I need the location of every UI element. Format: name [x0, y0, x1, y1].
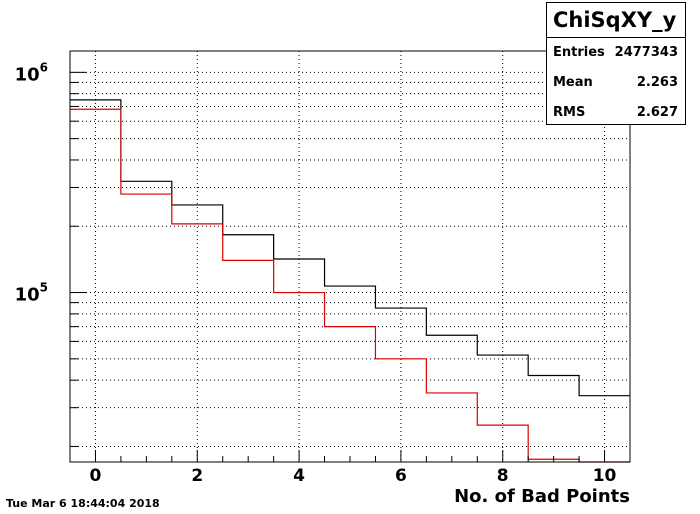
x-tick-label: 0 [90, 466, 102, 486]
y-tick-label: 105 [15, 281, 48, 306]
grid-lines [70, 51, 630, 462]
y-tick-label: 106 [15, 60, 48, 85]
stats-value: 2477343 [614, 45, 678, 60]
stats-label: Entries [553, 45, 605, 60]
stats-row-entries: Entries 2477343 [547, 38, 685, 68]
x-axis-label: No. of Bad Points [454, 486, 630, 507]
x-tick-label: 10 [593, 466, 617, 486]
stats-row-mean: Mean 2.263 [547, 68, 685, 98]
stats-label: RMS [553, 105, 586, 120]
stats-row-rms: RMS 2.627 [547, 98, 685, 128]
stats-label: Mean [553, 75, 593, 90]
histogram-red [70, 108, 630, 463]
x-tick-label: 4 [293, 466, 305, 486]
stats-value: 2.263 [636, 75, 678, 90]
x-tick-label: 8 [497, 466, 509, 486]
stats-value: 2.627 [636, 105, 678, 120]
stats-box: ChiSqXY_y Entries 2477343 Mean 2.263 RMS… [546, 2, 686, 125]
axes-ticks: 0 2 4 6 8 10 105 106 [15, 60, 631, 486]
histogram-black [70, 99, 630, 397]
stats-title: ChiSqXY_y [547, 3, 685, 38]
histogram-series [70, 99, 630, 463]
x-tick-label: 2 [191, 466, 203, 486]
x-tick-label: 6 [395, 466, 407, 486]
datestamp: Tue Mar 6 18:44:04 2018 [6, 497, 160, 510]
